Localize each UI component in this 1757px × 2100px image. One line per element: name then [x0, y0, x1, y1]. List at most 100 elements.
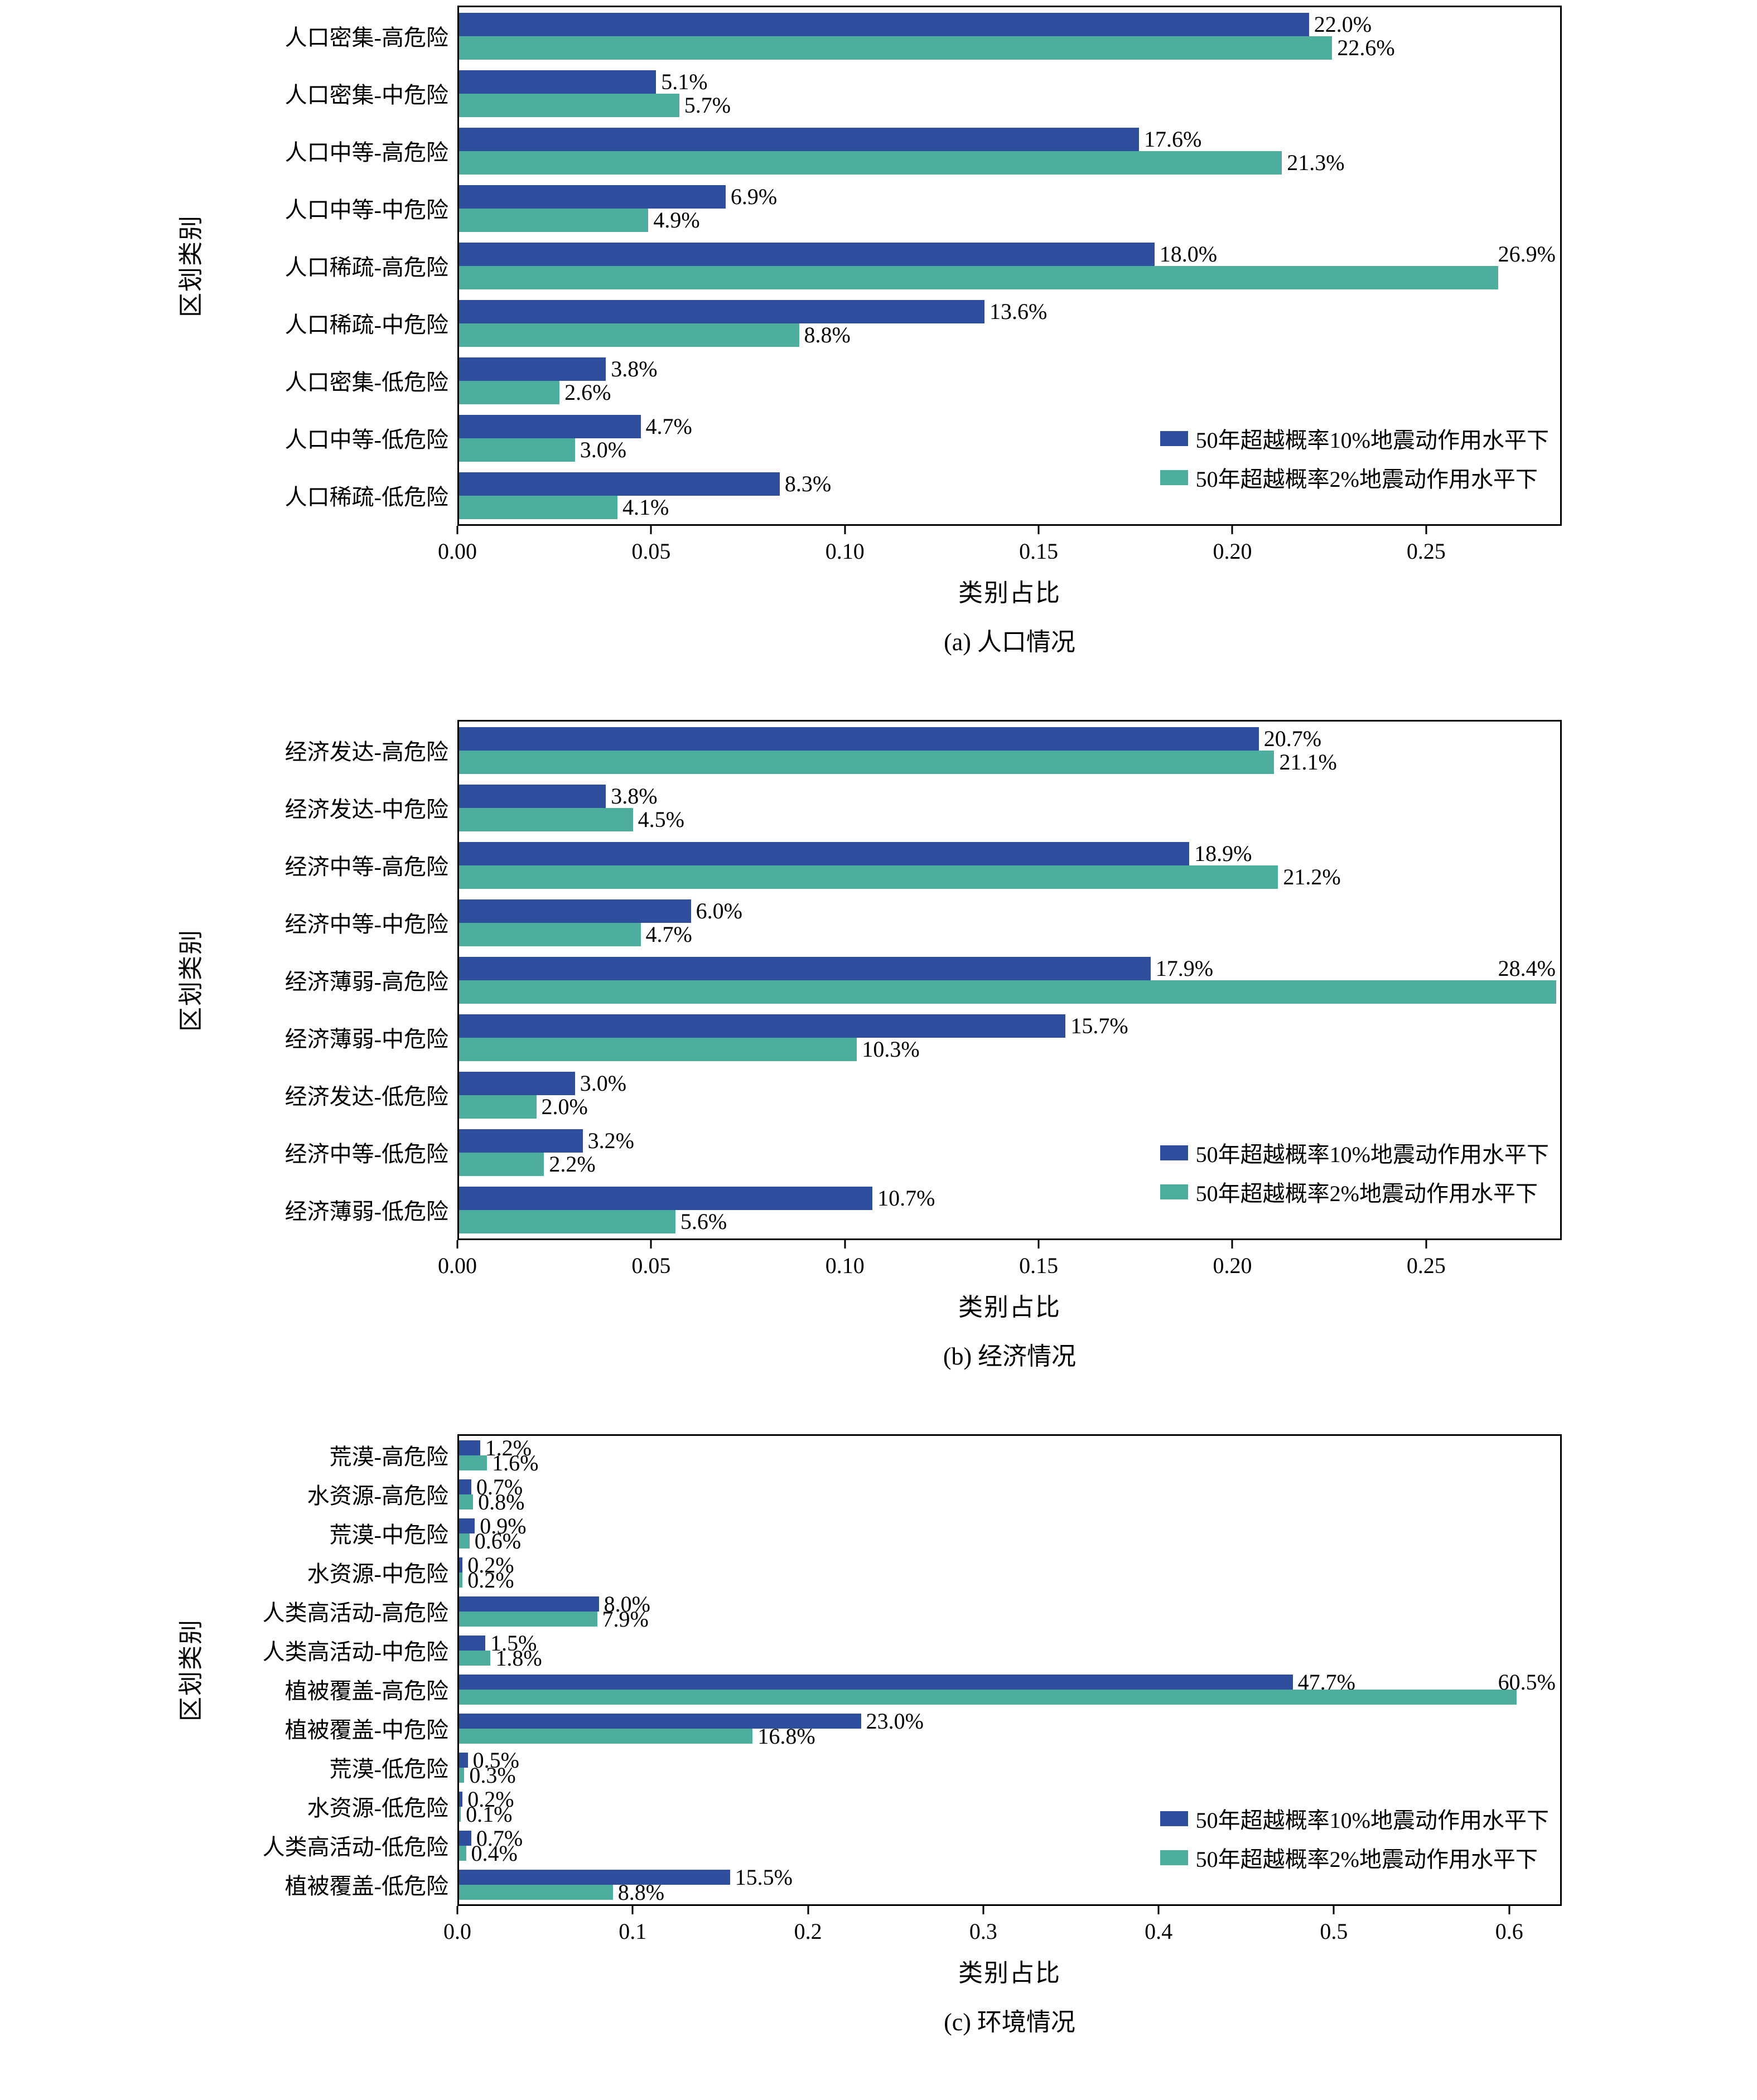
category-label: 人口密集-高危险 [284, 25, 448, 50]
bar-group: 1.5% 1.8% [459, 1630, 1560, 1671]
bar-series-10pct [459, 1518, 475, 1533]
plot-area: 50年超越概率10%地震动作用水平下 50年超越概率2%地震动作用水平下 22.… [457, 6, 1562, 526]
bar-group: 5.1% 5.7% [459, 65, 1560, 122]
bar-value-label: 21.1% [1279, 749, 1337, 775]
bar-series-2pct [459, 1494, 474, 1509]
bar-value-label: 15.5% [735, 1865, 793, 1890]
x-tick-label: 0.05 [631, 539, 671, 564]
bar-row: 21.3% [459, 150, 1560, 175]
x-tick-mark [631, 1906, 634, 1914]
bar-group: 23.0% 16.8% [459, 1709, 1560, 1749]
x-tick-mark [456, 1906, 458, 1914]
bar-value-label: 0.5% [472, 1748, 519, 1773]
bar-value-label: 3.0% [580, 437, 627, 462]
x-tick-label: 0.20 [1213, 539, 1252, 564]
x-tick-label: 0.15 [1019, 1253, 1059, 1278]
legend-swatch-2pct [1160, 1184, 1188, 1199]
bar-series-2pct [459, 1095, 537, 1119]
bar-value-label: 2.6% [564, 380, 611, 405]
bar-series-2pct [459, 750, 1275, 774]
bar-row: 6.0% [459, 898, 1560, 923]
category-label: 经济薄弱-低危险 [284, 1198, 448, 1224]
legend-item: 50年超越概率10%地震动作用水平下 [1160, 1136, 1549, 1169]
category-label: 人类高活动-中危险 [262, 1639, 448, 1664]
bar-value-label: 0.4% [471, 1841, 518, 1866]
category-label: 人口稀疏-高危险 [284, 254, 448, 280]
bar-series-10pct [459, 1675, 1293, 1690]
bar-row: 1.5% [459, 1630, 1560, 1656]
bar-series-10pct [459, 127, 1140, 151]
x-tick-label: 0.25 [1406, 1253, 1446, 1278]
bar-series-2pct [459, 1690, 1517, 1705]
x-tick-label: 0.20 [1213, 1253, 1252, 1278]
bar-series-10pct [459, 899, 691, 923]
bar-group: 18.9% 21.2% [459, 836, 1560, 894]
bar-series-2pct [459, 865, 1278, 889]
legend-swatch-2pct [1160, 470, 1188, 485]
bar-row: 15.5% [459, 1865, 1560, 1890]
bar-series-10pct [459, 1753, 468, 1768]
bar-value-label: 0.2% [467, 1567, 514, 1593]
bar-series-2pct [459, 438, 575, 462]
bar-series-10pct [459, 185, 726, 209]
bar-row: 0.2% [459, 1787, 1560, 1812]
chart-area: 区划类别 人口密集-高危险 人口密集-中危险 人口中等-高危险 人口中等-中危险 人口稀… [0, 6, 1757, 657]
category-label: 经济中等-高危险 [284, 854, 448, 879]
category-label: 植被覆盖-中危险 [284, 1717, 448, 1743]
bar-group: 0.9% 0.6% [459, 1513, 1560, 1554]
bar-group: 47.7% 60.5% [459, 1670, 1560, 1709]
bar-series-10pct [459, 1186, 873, 1210]
category-label: 人类高活动-高危险 [262, 1600, 448, 1625]
x-tick-mark [650, 1240, 652, 1249]
x-tick-label: 0.25 [1406, 539, 1446, 564]
bar-series-2pct [459, 807, 633, 831]
bar-series-10pct [459, 1014, 1066, 1038]
category-label: 经济中等-中危险 [284, 911, 448, 937]
legend-label: 50年超越概率10%地震动作用水平下 [1195, 1142, 1549, 1167]
bar-group: 8.0% 7.9% [459, 1591, 1560, 1632]
category-label: 荒漠-低危险 [329, 1757, 448, 1782]
bar-series-10pct [459, 12, 1309, 36]
category-label: 植被覆盖-低危险 [284, 1874, 448, 1899]
bar-group: 15.5% 8.8% [459, 1865, 1560, 1905]
bar-group: 0.2% 0.2% [459, 1552, 1560, 1593]
bar-value-label: 8.8% [617, 1880, 665, 1905]
bar-group: 1.2% 1.6% [459, 1435, 1560, 1475]
bar-value-label: 4.1% [622, 495, 669, 520]
bar-value-label: 8.3% [784, 471, 832, 496]
bar-row: 22.6% [459, 35, 1560, 60]
legend-label: 50年超越概率10%地震动作用水平下 [1195, 428, 1549, 453]
bar-value-label: 3.0% [580, 1071, 627, 1096]
category-label: 经济发达-低危险 [284, 1083, 448, 1109]
bar-series-10pct [459, 1714, 861, 1729]
bar-row: 5.6% [459, 1209, 1560, 1234]
bar-series-10pct [459, 1071, 575, 1095]
bar-series-2pct [459, 495, 617, 519]
bar-series-10pct [459, 242, 1155, 266]
bar-series-10pct [459, 841, 1190, 865]
bar-value-label: 21.2% [1283, 864, 1341, 889]
x-tick-mark [650, 526, 652, 534]
chart-environment: 区划类别 荒漠-高危险 水资源-高危险 荒漠-中危险 水资源-中危险 人类高活动-高危险… [0, 1434, 1757, 2038]
x-tick-mark [456, 1240, 458, 1249]
x-tick-mark [844, 1240, 846, 1249]
bar-row: 2.0% [459, 1094, 1560, 1119]
bar-group: 3.8% 4.5% [459, 779, 1560, 836]
bar-row: 0.7% [459, 1826, 1560, 1851]
legend-item: 50年超越概率2%地震动作用水平下 [1160, 1841, 1549, 1874]
bar-value-label: 20.7% [1263, 726, 1322, 751]
x-tick-mark [844, 526, 846, 534]
bar-series-2pct [459, 1729, 753, 1744]
x-axis-ticks: 0.0 0.1 0.2 0.3 0.4 0.5 0.6 [443, 1906, 1562, 1951]
x-tick-mark [807, 1906, 809, 1914]
x-tick-label: 0.15 [1019, 539, 1059, 564]
x-tick-label: 0.4 [1145, 1919, 1173, 1944]
y-axis-label: 区划类别 [177, 928, 205, 1032]
legend-label: 50年超越概率2%地震动作用水平下 [1195, 1181, 1538, 1206]
bar-series-10pct [459, 70, 657, 94]
legend: 50年超越概率10%地震动作用水平下 50年超越概率2%地震动作用水平下 [1160, 1136, 1549, 1208]
bar-row: 18.0% [459, 241, 1560, 267]
bar-series-2pct [459, 1533, 470, 1549]
legend: 50年超越概率10%地震动作用水平下 50年超越概率2%地震动作用水平下 [1160, 1802, 1549, 1874]
bar-group: 13.6% 8.8% [459, 294, 1560, 352]
